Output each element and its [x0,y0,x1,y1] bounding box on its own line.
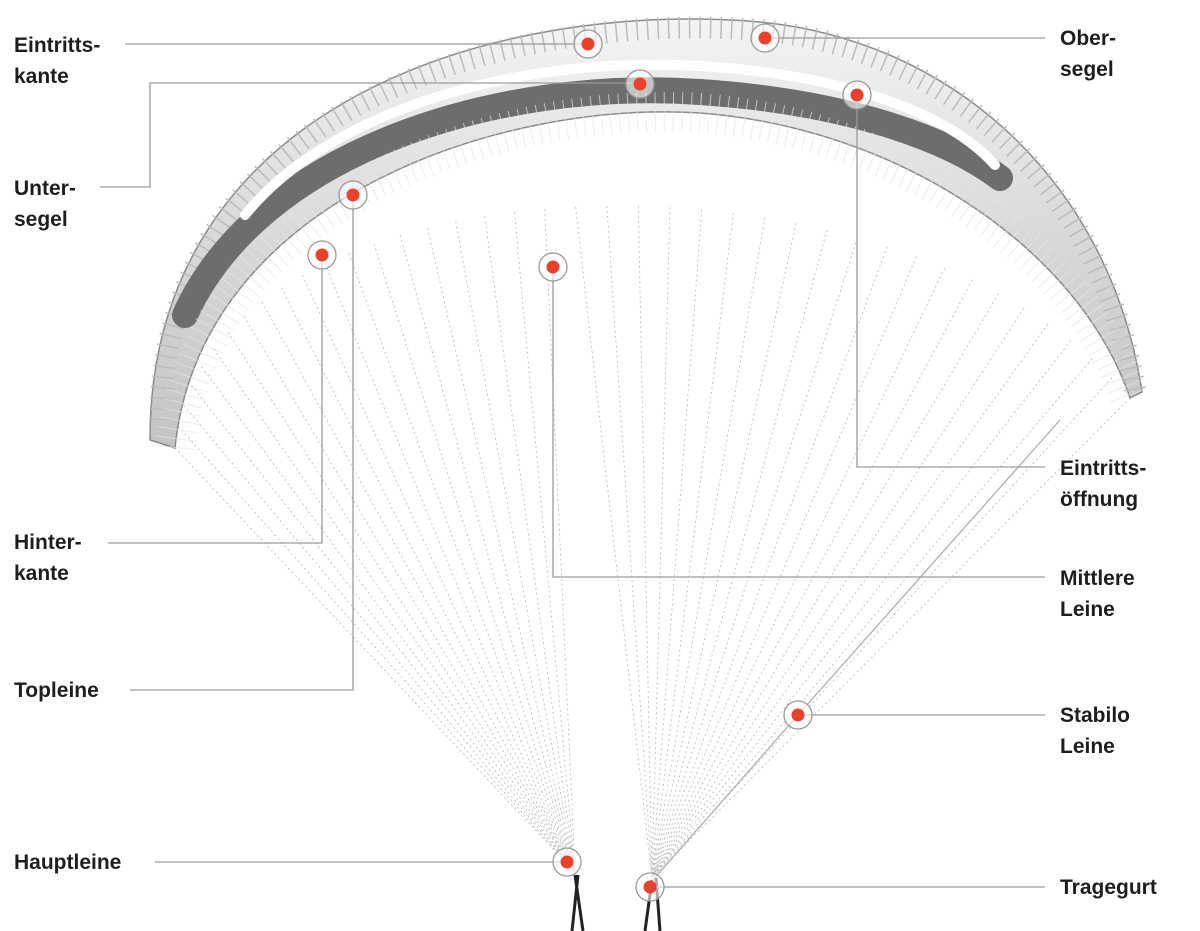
suspension-line [177,425,576,873]
suspension-line [243,316,576,873]
wing [149,16,1149,931]
leader-line [856,95,1045,468]
suspension-line [484,216,576,873]
suspension-line [651,307,1025,879]
suspension-line [651,229,828,879]
marker-dot [850,88,864,102]
marker-dot [643,880,657,894]
stabilo-line [652,714,799,881]
suspension-line [399,235,576,873]
suspension-line [651,209,703,879]
suspension-line [651,397,1131,879]
label-text: öffnung [1060,488,1138,511]
suspension-line [637,206,653,879]
marker-dot [633,77,647,91]
label-text: segel [1060,58,1114,81]
suspension-line [514,212,576,873]
marker-dot [560,855,574,869]
suspension-line [651,217,766,879]
suspension-line [651,279,973,879]
suspension-line [261,301,576,873]
label-text: Hauptleine [14,851,121,874]
suspension-line [544,209,576,873]
suspension-line [201,366,576,873]
suspension-line [280,287,576,873]
suspension-line [651,246,888,879]
suspension-line [427,227,576,873]
label-text: kante [14,562,69,585]
suspension-line [606,206,653,879]
stabilo-line [797,419,1061,716]
suspension-line [651,358,1093,879]
suspension-line [324,263,576,873]
labels: Eintritts-kante Unter-segel Hinter-kante To… [14,23,1157,902]
label-text: Tragegurt [1060,876,1157,899]
suspension-line [191,385,576,873]
leader-line [130,195,354,691]
label-text: kante [14,65,69,88]
suspension-lines [174,206,1131,879]
marker-dot [758,31,772,45]
suspension-line [348,253,576,873]
suspension-line [227,331,576,873]
risers [570,874,662,931]
label-text: Eintritts- [1060,457,1146,480]
label-text: Leine [1060,598,1115,621]
suspension-line [651,293,1000,879]
leader-line [100,82,640,188]
suspension-line [651,207,671,879]
marker-dot [581,37,595,51]
label-text: Stabilo [1060,704,1130,727]
suspension-line [302,275,576,873]
label-text: Topleine [14,679,99,702]
suspension-line [651,267,946,879]
suspension-line [651,323,1049,879]
suspension-line [213,348,576,873]
suspension-line [373,243,576,873]
suspension-line [651,223,797,879]
marker-dot [346,188,360,202]
label-text: Eintritts- [14,34,100,57]
label-text: Leine [1060,735,1115,758]
leader-line [552,267,1045,578]
label-text: segel [14,208,68,231]
label-text: Mittlere [1060,567,1135,590]
suspension-line [174,447,576,873]
label-text: Unter- [14,177,76,200]
suspension-line [651,340,1072,879]
suspension-line [455,221,576,873]
suspension-line [651,213,734,879]
suspension-line [651,237,858,879]
marker-dot [791,708,805,722]
marker-dot [315,248,329,262]
wing-highlight [240,59,1000,220]
leader-line [108,255,323,544]
suspension-line [183,405,576,873]
label-text: Ober- [1060,27,1116,50]
label-text: Hinter- [14,531,82,554]
marker-dot [546,260,560,274]
